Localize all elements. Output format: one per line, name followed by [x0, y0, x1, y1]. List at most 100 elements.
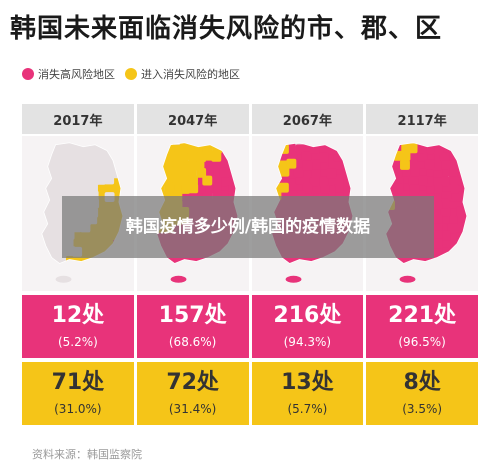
district-cell	[65, 159, 75, 170]
district-cell	[325, 160, 336, 170]
entering-risk-count: 71处	[51, 369, 105, 395]
district-cell	[432, 176, 443, 186]
district-cell	[49, 199, 60, 210]
data-grid: 2017年 2047年 2067年 2117年 12处 (5.2%) 157处 …	[22, 104, 478, 425]
source-note: 资料来源：韩国监察院	[32, 448, 142, 461]
district-cell	[293, 159, 304, 170]
district-cell	[464, 191, 468, 201]
district-cell	[464, 223, 468, 234]
district-cell	[386, 263, 396, 264]
district-cell	[448, 175, 459, 186]
district-cell	[432, 184, 443, 194]
district-cell	[350, 143, 353, 154]
district-cell	[317, 262, 328, 264]
district-cell	[171, 166, 182, 177]
district-cell	[341, 184, 352, 194]
district-cell	[309, 183, 320, 194]
district-cell	[227, 262, 238, 264]
district-cell	[341, 143, 352, 154]
district-cell	[48, 143, 59, 154]
high-risk-row: 12处 (5.2%) 157处 (68.6%) 216处 (94.3%) 221…	[22, 295, 478, 358]
entering-risk-percent: (3.5%)	[402, 401, 443, 416]
district-cell	[156, 143, 165, 154]
district-cell	[104, 159, 115, 170]
district-cell	[179, 184, 190, 194]
legend-item-high-risk: 消失高风险地区	[22, 66, 115, 82]
district-cell	[120, 151, 123, 162]
district-cell	[57, 158, 68, 169]
district-cell	[235, 175, 238, 186]
district-cell	[218, 261, 229, 264]
district-cell	[457, 150, 467, 161]
district-cell	[440, 230, 451, 241]
district-cell	[417, 167, 427, 178]
district-cell	[408, 176, 419, 187]
district-cell	[65, 175, 76, 186]
district-cell	[41, 230, 51, 240]
district-cell	[310, 159, 321, 170]
district-cell	[234, 159, 238, 170]
district-cell	[178, 262, 189, 264]
district-cell	[464, 247, 468, 258]
district-cell	[211, 182, 222, 193]
district-cell	[188, 183, 198, 194]
district-cell	[417, 151, 428, 162]
jeju-island	[170, 275, 187, 283]
entering-risk-cell: 71处 (31.0%)	[22, 362, 134, 425]
high-risk-percent: (68.6%)	[168, 334, 217, 349]
district-cell	[409, 167, 420, 178]
district-cell	[41, 262, 50, 264]
district-cell	[392, 262, 403, 264]
district-cell	[226, 143, 237, 154]
entering-risk-cell: 72处 (31.4%)	[136, 362, 249, 425]
year-header-row: 2017年 2047年 2067年 2117年	[22, 104, 478, 134]
high-risk-cell: 216处 (94.3%)	[251, 295, 364, 358]
district-cell	[47, 159, 58, 170]
district-cell	[309, 143, 320, 154]
district-cell	[432, 263, 443, 264]
district-cell	[440, 254, 451, 264]
district-cell	[81, 262, 91, 264]
district-cell	[211, 151, 222, 162]
district-cell	[349, 160, 353, 171]
district-cell	[439, 214, 450, 224]
district-cell	[286, 262, 297, 264]
district-cell	[440, 239, 451, 250]
district-cell	[448, 254, 459, 264]
district-cell	[455, 262, 466, 264]
district-cell	[57, 183, 68, 194]
legend-label-high-risk: 消失高风险地区	[38, 68, 115, 81]
district-cell	[400, 150, 411, 161]
legend-swatch-high-risk	[22, 68, 34, 80]
district-cell	[111, 182, 122, 193]
district-cell	[72, 262, 83, 264]
district-cell	[103, 184, 114, 194]
district-cell	[48, 262, 59, 264]
district-cell	[456, 143, 467, 154]
district-cell	[349, 262, 353, 264]
district-cell	[87, 263, 98, 264]
district-cell	[350, 152, 353, 163]
district-cell	[163, 262, 174, 264]
district-cell	[309, 151, 320, 162]
entering-risk-count: 8处	[403, 369, 441, 395]
district-cell	[202, 175, 212, 186]
district-cell	[432, 230, 443, 241]
district-cell	[333, 262, 344, 264]
district-cell	[179, 142, 190, 153]
year-header: 2017年	[22, 104, 134, 134]
district-cell	[65, 184, 76, 194]
district-cell	[464, 182, 468, 193]
district-cell	[271, 142, 281, 153]
district-cell	[41, 144, 52, 155]
district-cell	[300, 151, 311, 162]
high-risk-count: 221处	[388, 302, 457, 328]
district-cell	[392, 160, 403, 170]
district-cell	[48, 238, 59, 249]
district-cell	[393, 183, 404, 194]
district-cell	[424, 159, 435, 170]
high-risk-cell: 221处 (96.5%)	[366, 295, 478, 358]
district-cell	[186, 166, 197, 177]
entering-risk-count: 13处	[281, 369, 334, 395]
district-cell	[386, 151, 395, 162]
